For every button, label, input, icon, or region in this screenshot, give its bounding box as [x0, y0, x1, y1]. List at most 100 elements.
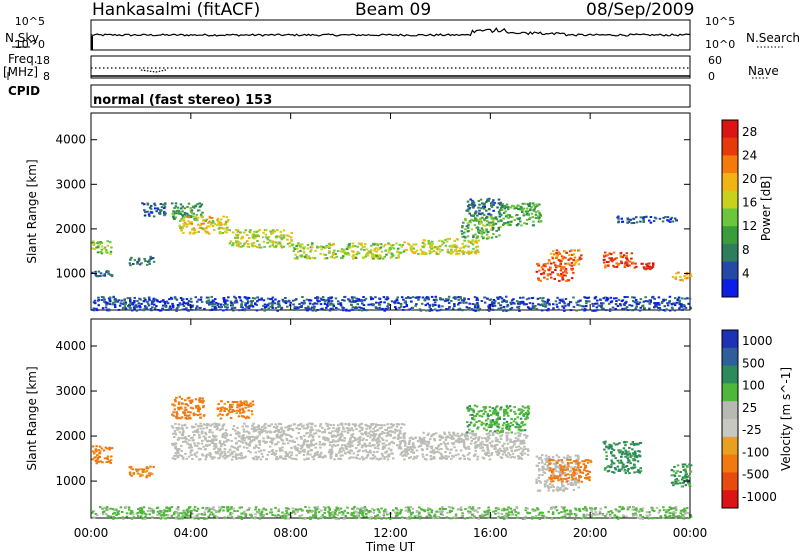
power-cell	[390, 246, 394, 248]
velocity-cell	[347, 422, 351, 425]
velocity-cell	[354, 439, 358, 442]
velocity-cell	[566, 456, 569, 459]
power-region-2	[91, 270, 114, 278]
velocity-cell	[265, 431, 268, 434]
velocity-cell	[391, 440, 394, 443]
power-cell	[678, 307, 681, 310]
power-cell	[143, 203, 146, 206]
velocity-cell	[177, 406, 180, 409]
velocity-cell	[247, 431, 250, 434]
power-cell	[385, 298, 389, 301]
power-cell	[311, 303, 315, 306]
power-cell	[378, 257, 382, 260]
power-cell	[469, 251, 473, 254]
power-cell	[473, 251, 477, 254]
power-cell	[435, 253, 439, 255]
power-cell	[555, 252, 558, 254]
power-cell	[299, 245, 302, 248]
power-cell	[657, 306, 660, 309]
power-cell	[464, 217, 467, 220]
power-cell	[461, 242, 464, 245]
velocity-cell	[236, 406, 239, 409]
velocity-cell	[454, 434, 457, 437]
power-cell	[554, 266, 558, 269]
power-cell	[355, 253, 358, 256]
velocity-cell	[676, 464, 680, 467]
velocity-cell	[235, 458, 238, 460]
power-cell	[562, 306, 566, 309]
velocity-cell	[445, 457, 449, 460]
power-cell	[460, 299, 464, 302]
power-cell	[234, 300, 237, 303]
power-cell	[137, 257, 141, 260]
power-cell	[540, 266, 544, 269]
velocity-cell	[262, 437, 265, 440]
velocity-cell	[172, 411, 175, 414]
power-cell	[509, 307, 512, 310]
velocity-cell	[625, 452, 628, 455]
velocity-cell	[547, 487, 551, 490]
velocity-cell	[508, 428, 511, 431]
velocity-cell	[462, 443, 466, 446]
power-cell	[194, 231, 197, 234]
velocity-cell	[622, 447, 626, 450]
velocity-cell	[204, 436, 207, 439]
velocity-cell	[484, 410, 487, 413]
velocity-cell	[335, 427, 339, 430]
power-cell	[448, 306, 451, 309]
power-cell	[519, 220, 522, 223]
power-cell	[348, 309, 351, 312]
power-cell	[106, 244, 110, 247]
power-cell	[501, 206, 504, 208]
velocity-cell	[518, 413, 521, 416]
power-region-0	[91, 240, 113, 255]
velocity-cell	[403, 432, 407, 435]
power-cell	[483, 207, 486, 210]
velocity-cell	[93, 452, 96, 455]
velocity-cell	[398, 432, 401, 435]
velocity-cell	[548, 458, 552, 461]
power-cell	[352, 254, 355, 257]
velocity-cell	[469, 442, 473, 445]
velocity-cell	[545, 457, 549, 460]
power-cell	[398, 243, 402, 246]
power-cell	[451, 307, 455, 310]
power-cell	[607, 261, 610, 263]
velocity-cell	[559, 478, 563, 481]
velocity-cell	[448, 431, 451, 434]
power-cell	[504, 222, 508, 225]
power-cell	[500, 297, 504, 300]
velocity-cell	[369, 434, 372, 436]
velocity-cell	[676, 482, 679, 485]
power-cell	[467, 250, 470, 253]
velocity-cell	[244, 436, 247, 439]
power-cell	[602, 258, 606, 261]
velocity-cell	[412, 444, 416, 447]
velocity-cell	[218, 429, 221, 432]
power-cell	[135, 306, 139, 309]
velocity-cell	[572, 469, 576, 472]
power-cell	[270, 302, 273, 305]
velocity-cell	[361, 456, 364, 459]
power-cell	[384, 249, 387, 252]
velocity-cell	[505, 411, 508, 414]
velocity-cell	[432, 449, 435, 452]
power-cell	[267, 236, 271, 239]
velocity-cell	[221, 425, 224, 428]
power-cell	[360, 248, 363, 251]
power-cell	[361, 302, 364, 305]
velocity-region-9	[602, 440, 643, 475]
velocity-cell	[381, 454, 385, 457]
power-cell	[93, 308, 97, 310]
power-cell	[362, 296, 365, 298]
power-cell	[608, 309, 612, 312]
velocity-cell	[559, 475, 562, 478]
power-cell	[376, 244, 379, 247]
velocity-cell	[610, 459, 613, 462]
power-cell	[481, 212, 484, 215]
power-cell	[567, 258, 570, 261]
velocity-cell	[231, 408, 235, 411]
power-region-3	[141, 202, 167, 218]
power-cell	[240, 305, 243, 308]
power-cell	[660, 302, 664, 304]
